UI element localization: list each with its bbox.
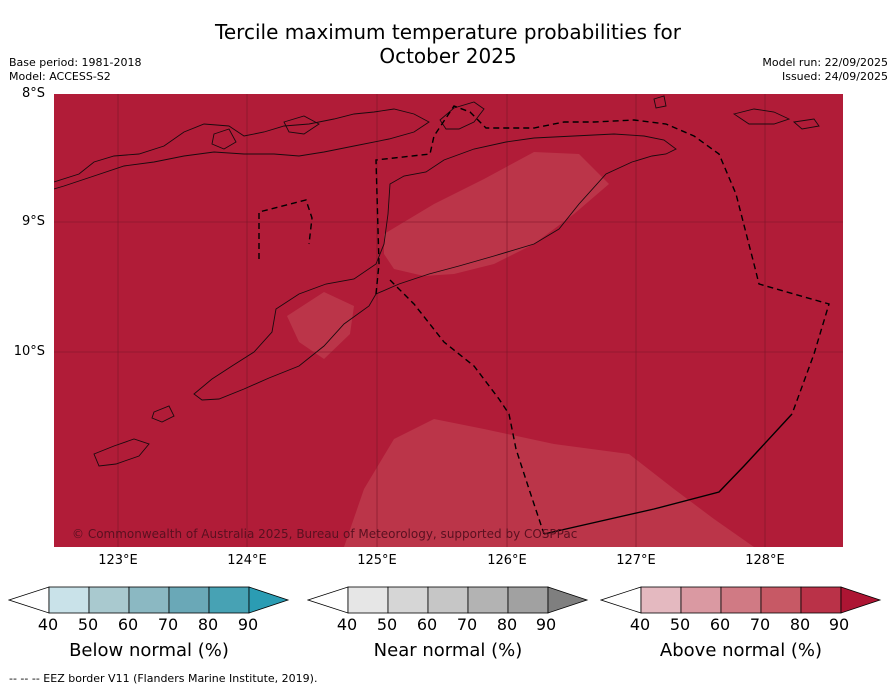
meta-left: Base period: 1981-2018 Model: ACCESS-S2 — [9, 56, 141, 84]
cb-tick: 90 — [237, 615, 259, 634]
colorbar-extend-low — [600, 586, 642, 614]
colorbar-segment — [347, 586, 389, 614]
eez-dashed-west — [258, 199, 313, 259]
colorbar-label-near: Near normal (%) — [373, 640, 523, 661]
colorbar-segment — [208, 586, 250, 614]
flores-coast — [54, 108, 430, 190]
colorbar-segment — [640, 586, 682, 614]
cb-tick: 60 — [709, 615, 731, 634]
cb-tick: 40 — [629, 615, 651, 634]
colorbar-segment — [48, 586, 90, 614]
colorbar-segment — [760, 586, 802, 614]
colorbar-extend-high — [840, 586, 882, 614]
colorbar-segment — [507, 586, 549, 614]
colorbar-extend-high — [248, 586, 290, 614]
cb-tick: 60 — [117, 615, 139, 634]
moa-island — [792, 118, 820, 130]
cb-tick: 90 — [828, 615, 850, 634]
colorbar-segment — [427, 586, 469, 614]
sawu-island — [93, 438, 150, 467]
eez-border — [258, 105, 830, 535]
lat-label-10s: 10°S — [13, 344, 45, 359]
colorbar-extend-low — [8, 586, 50, 614]
colorbar-segment — [800, 586, 842, 614]
cb-tick: 70 — [749, 615, 771, 634]
map-title: Tercile maximum temperature probabilitie… — [0, 20, 896, 68]
lat-label-8s: 8°S — [21, 86, 45, 101]
colorbar-segment — [168, 586, 210, 614]
eez-dashed-north — [375, 105, 830, 415]
colorbar-segment — [387, 586, 429, 614]
lon-label-123e: 123°E — [98, 553, 138, 568]
cb-tick: 50 — [376, 615, 398, 634]
cb-tick: 70 — [456, 615, 478, 634]
cb-tick: 40 — [336, 615, 358, 634]
lon-label-126e: 126°E — [487, 553, 527, 568]
colorbar-above-normal — [600, 586, 882, 614]
colorbar-segment — [720, 586, 762, 614]
colorbar-extend-low — [307, 586, 349, 614]
cb-tick: 80 — [789, 615, 811, 634]
colorbar-label-above: Above normal (%) — [659, 640, 823, 661]
cb-tick: 70 — [157, 615, 179, 634]
colorbar-near-normal — [307, 586, 589, 614]
wetar-island — [439, 101, 485, 130]
eez-dashed-south — [389, 279, 545, 535]
issued-date: Issued: 24/09/2025 — [781, 70, 888, 83]
title-line-2: October 2025 — [379, 44, 517, 68]
lighter-region-north — [384, 152, 609, 276]
lon-label-125e: 125°E — [357, 553, 397, 568]
lat-label-9s: 9°S — [21, 214, 45, 229]
coastlines — [54, 95, 820, 467]
lon-label-124e: 124°E — [227, 553, 267, 568]
model-run: Model run: 22/09/2025 — [762, 56, 888, 69]
colorbar-segment — [88, 586, 130, 614]
cb-tick: 90 — [535, 615, 557, 634]
pantar-island — [211, 128, 237, 150]
colorbar-segment — [680, 586, 722, 614]
rote-island — [151, 405, 175, 423]
lighter-region-south — [344, 419, 754, 547]
cb-tick: 40 — [37, 615, 59, 634]
colorbar-label-below: Below normal (%) — [69, 640, 229, 661]
lon-label-127e: 127°E — [616, 553, 656, 568]
meta-right: Model run: 22/09/2025 Issued: 24/09/2025 — [762, 56, 888, 84]
colorbar-below-normal — [8, 586, 290, 614]
cb-tick: 60 — [416, 615, 438, 634]
cb-tick: 50 — [77, 615, 99, 634]
model-name: Model: ACCESS-S2 — [9, 70, 111, 83]
colorbar-segment — [128, 586, 170, 614]
colorbar-segment — [467, 586, 509, 614]
cb-tick: 80 — [496, 615, 518, 634]
timor-island — [193, 133, 677, 401]
probability-map: © Commonwealth of Australia 2025, Bureau… — [54, 94, 843, 547]
eez-solid-segment — [543, 413, 793, 535]
alor-island — [283, 115, 320, 135]
colorbar-extend-high — [547, 586, 589, 614]
cb-tick: 80 — [197, 615, 219, 634]
eez-footnote: -- -- -- EEZ border V11 (Flanders Marine… — [9, 672, 318, 685]
kisar-island — [653, 95, 667, 109]
lon-label-128e: 128°E — [745, 553, 785, 568]
title-line-1: Tercile maximum temperature probabilitie… — [215, 20, 681, 44]
graticule — [54, 94, 843, 547]
lighter-region-west — [287, 292, 354, 359]
cb-tick: 50 — [669, 615, 691, 634]
leti-island — [732, 108, 791, 125]
base-period: Base period: 1981-2018 — [9, 56, 142, 69]
copyright-text: © Commonwealth of Australia 2025, Bureau… — [72, 527, 577, 541]
